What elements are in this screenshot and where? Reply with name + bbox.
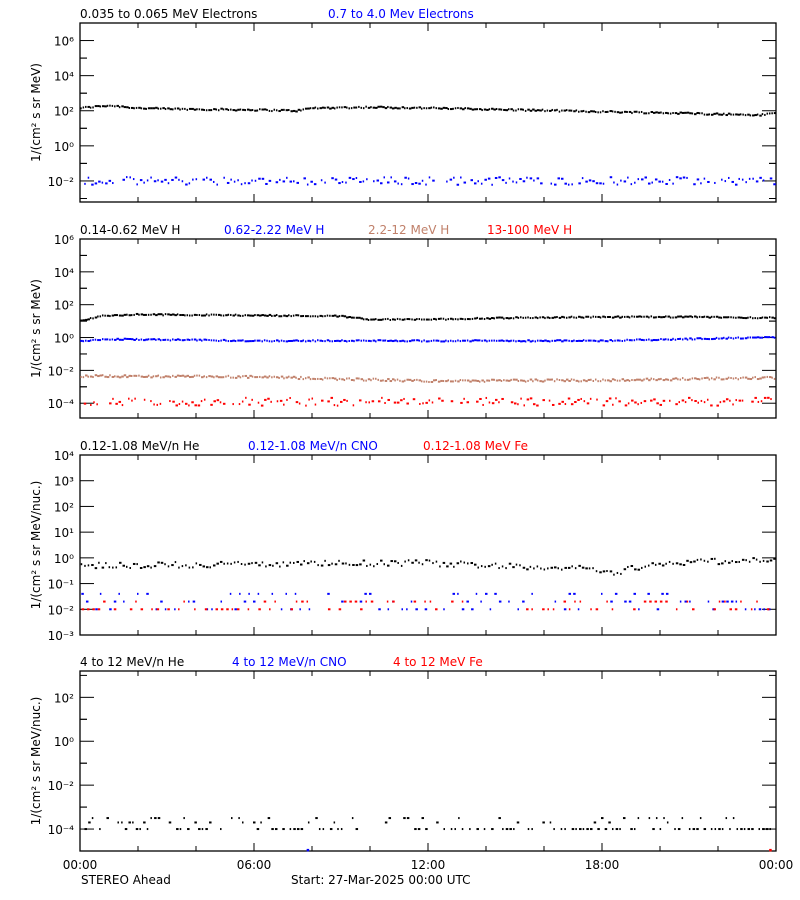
y-tick-label: 10² xyxy=(54,691,74,705)
y-tick-label: 10⁶ xyxy=(54,233,74,247)
series-0-035-to-0-065-mev-electrons xyxy=(80,104,777,117)
legend-entry: 4 to 12 MeV/n CNO xyxy=(232,655,347,669)
series-2-2-12-mev-h xyxy=(80,374,776,384)
y-axis-label: 1/(cm² s sr MeV/nuc.) xyxy=(29,481,43,610)
y-tick-label: 10⁴ xyxy=(54,266,74,280)
y-tick-label: 10⁰ xyxy=(54,735,74,749)
y-axis-label: 1/(cm² s sr MeV/nuc.) xyxy=(29,697,43,826)
plot-frame xyxy=(79,670,777,852)
y-tick-label: 10⁰ xyxy=(54,140,74,154)
series-0-12-1-08-mev-n-cno xyxy=(81,592,771,611)
y-tick-label: 10¹ xyxy=(54,526,74,540)
y-tick-label: 10⁰ xyxy=(54,332,74,346)
series-4-to-12-mev-fe xyxy=(769,848,772,852)
series-0-14-0-62-mev-h xyxy=(80,312,777,322)
legend-entry: 2.2-12 MeV H xyxy=(368,223,449,237)
legend-entry: 0.12-1.08 MeV Fe xyxy=(423,439,528,453)
y-tick-label: 10⁻⁴ xyxy=(48,397,75,411)
y-tick-label: 10⁻² xyxy=(48,779,75,793)
y-tick-label: 10⁻⁴ xyxy=(48,823,75,837)
series-0-12-1-08-mev-n-he xyxy=(80,557,776,576)
y-axis-label: 1/(cm² s sr MeV) xyxy=(29,63,43,162)
legend-entry: 0.12-1.08 MeV/n He xyxy=(80,439,199,453)
x-tick-label: 18:00 xyxy=(585,858,620,872)
x-tick-label: 12:00 xyxy=(411,858,446,872)
series-0-12-1-08-mev-fe xyxy=(81,600,770,611)
y-tick-label: 10² xyxy=(54,299,74,313)
y-tick-label: 10⁴ xyxy=(54,449,74,463)
y-tick-label: 10² xyxy=(54,500,74,514)
y-tick-label: 10⁶ xyxy=(54,35,74,49)
legend-entry: 0.14-0.62 MeV H xyxy=(80,223,180,237)
panel-protons: 0.14-0.62 MeV H 0.62-2.22 MeV H 2.2-12 MeV… xyxy=(29,223,777,419)
spacecraft-label: STEREO Ahead xyxy=(81,873,171,887)
plot-frame xyxy=(79,454,777,636)
legend-entry: 0.7 to 4.0 Mev Electrons xyxy=(328,7,474,21)
y-tick-label: 10³ xyxy=(54,475,74,489)
series-0-62-2-22-mev-h xyxy=(80,336,776,343)
series-4-to-12-mev-n-cno xyxy=(306,848,310,852)
start-time-label: Start: 27-Mar-2025 00:00 UTC xyxy=(291,873,471,887)
y-tick-label: 10⁴ xyxy=(54,70,74,84)
y-tick-label: 10⁻² xyxy=(48,175,75,189)
legend-entry: 13-100 MeV H xyxy=(487,223,572,237)
plot-frame xyxy=(79,238,777,419)
series-0-7-to-4-0-mev-electrons xyxy=(84,176,776,186)
panel-electrons: 0.035 to 0.065 MeV Electrons 0.7 to 4.0 M… xyxy=(29,7,777,203)
legend-entry: 0.62-2.22 MeV H xyxy=(224,223,324,237)
y-tick-label: 10⁻² xyxy=(48,603,75,617)
panel-heavy-ions-low: 0.12-1.08 MeV/n He 0.12-1.08 MeV/n CNO 0.1… xyxy=(29,439,777,643)
y-tick-label: 10² xyxy=(54,105,74,119)
x-tick-label: 00:00 xyxy=(759,858,794,872)
x-tick-label: 00:00 xyxy=(63,858,98,872)
y-tick-label: 10⁻² xyxy=(48,364,75,378)
panel-heavy-ions-high: 4 to 12 MeV/n He 4 to 12 MeV/n CNO 4 to 12… xyxy=(29,655,777,852)
x-tick-label: 06:00 xyxy=(237,858,272,872)
y-tick-label: 10⁻³ xyxy=(48,629,75,643)
y-tick-label: 10⁻¹ xyxy=(48,578,75,592)
legend-entry: 0.035 to 0.065 MeV Electrons xyxy=(80,7,257,21)
series-4-to-12-mev-n-he xyxy=(84,817,772,831)
y-axis-label: 1/(cm² s sr MeV) xyxy=(29,279,43,378)
legend-entry: 0.12-1.08 MeV/n CNO xyxy=(248,439,378,453)
legend-entry: 4 to 12 MeV/n He xyxy=(80,655,184,669)
series-13-100-mev-h xyxy=(83,396,772,407)
legend-entry: 4 to 12 MeV Fe xyxy=(393,655,483,669)
y-tick-label: 10⁰ xyxy=(54,552,74,566)
plot-frame xyxy=(79,22,777,203)
